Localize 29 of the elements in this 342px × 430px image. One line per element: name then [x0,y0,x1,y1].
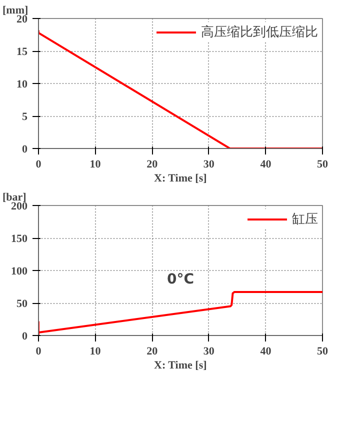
x-tick-label: 20 [146,346,158,358]
x-tick-label: 40 [260,158,272,170]
x-tick-label: 10 [90,346,102,358]
y-tick-label: 20 [16,14,28,26]
x-axis-title: X: Time [s] [154,172,207,184]
y-tick-label: 10 [16,78,28,90]
y-axis-title: [mm] [2,4,28,16]
x-tick-label: 10 [90,158,102,170]
x-tick-label: 0 [36,346,42,358]
y-tick-label: 50 [16,298,28,310]
x-axis-title: X: Time [s] [154,360,207,372]
x-tick-label: 30 [203,346,215,358]
y-tick-label: 150 [11,233,28,245]
y-tick-label: 0 [22,144,28,156]
y-tick-label: 100 [11,266,28,278]
y-tick-label: 200 [11,200,28,212]
x-tick-label: 0 [36,158,42,170]
annotation: 0°C [166,271,194,288]
x-tick-label: 50 [317,158,328,170]
x-tick-label: 30 [203,158,215,170]
x-tick-label: 20 [146,158,158,170]
y-axis-title: [bar] [2,192,26,204]
x-tick-label: 50 [317,346,328,358]
y-tick-label: 0 [22,330,28,342]
x-tick-label: 40 [260,346,272,358]
y-tick-label: 5 [22,111,28,123]
legend-label: 缸压 [292,211,318,228]
legend-label: 高压缩比到低压缩比 [201,24,318,41]
y-tick-label: 15 [16,46,28,58]
